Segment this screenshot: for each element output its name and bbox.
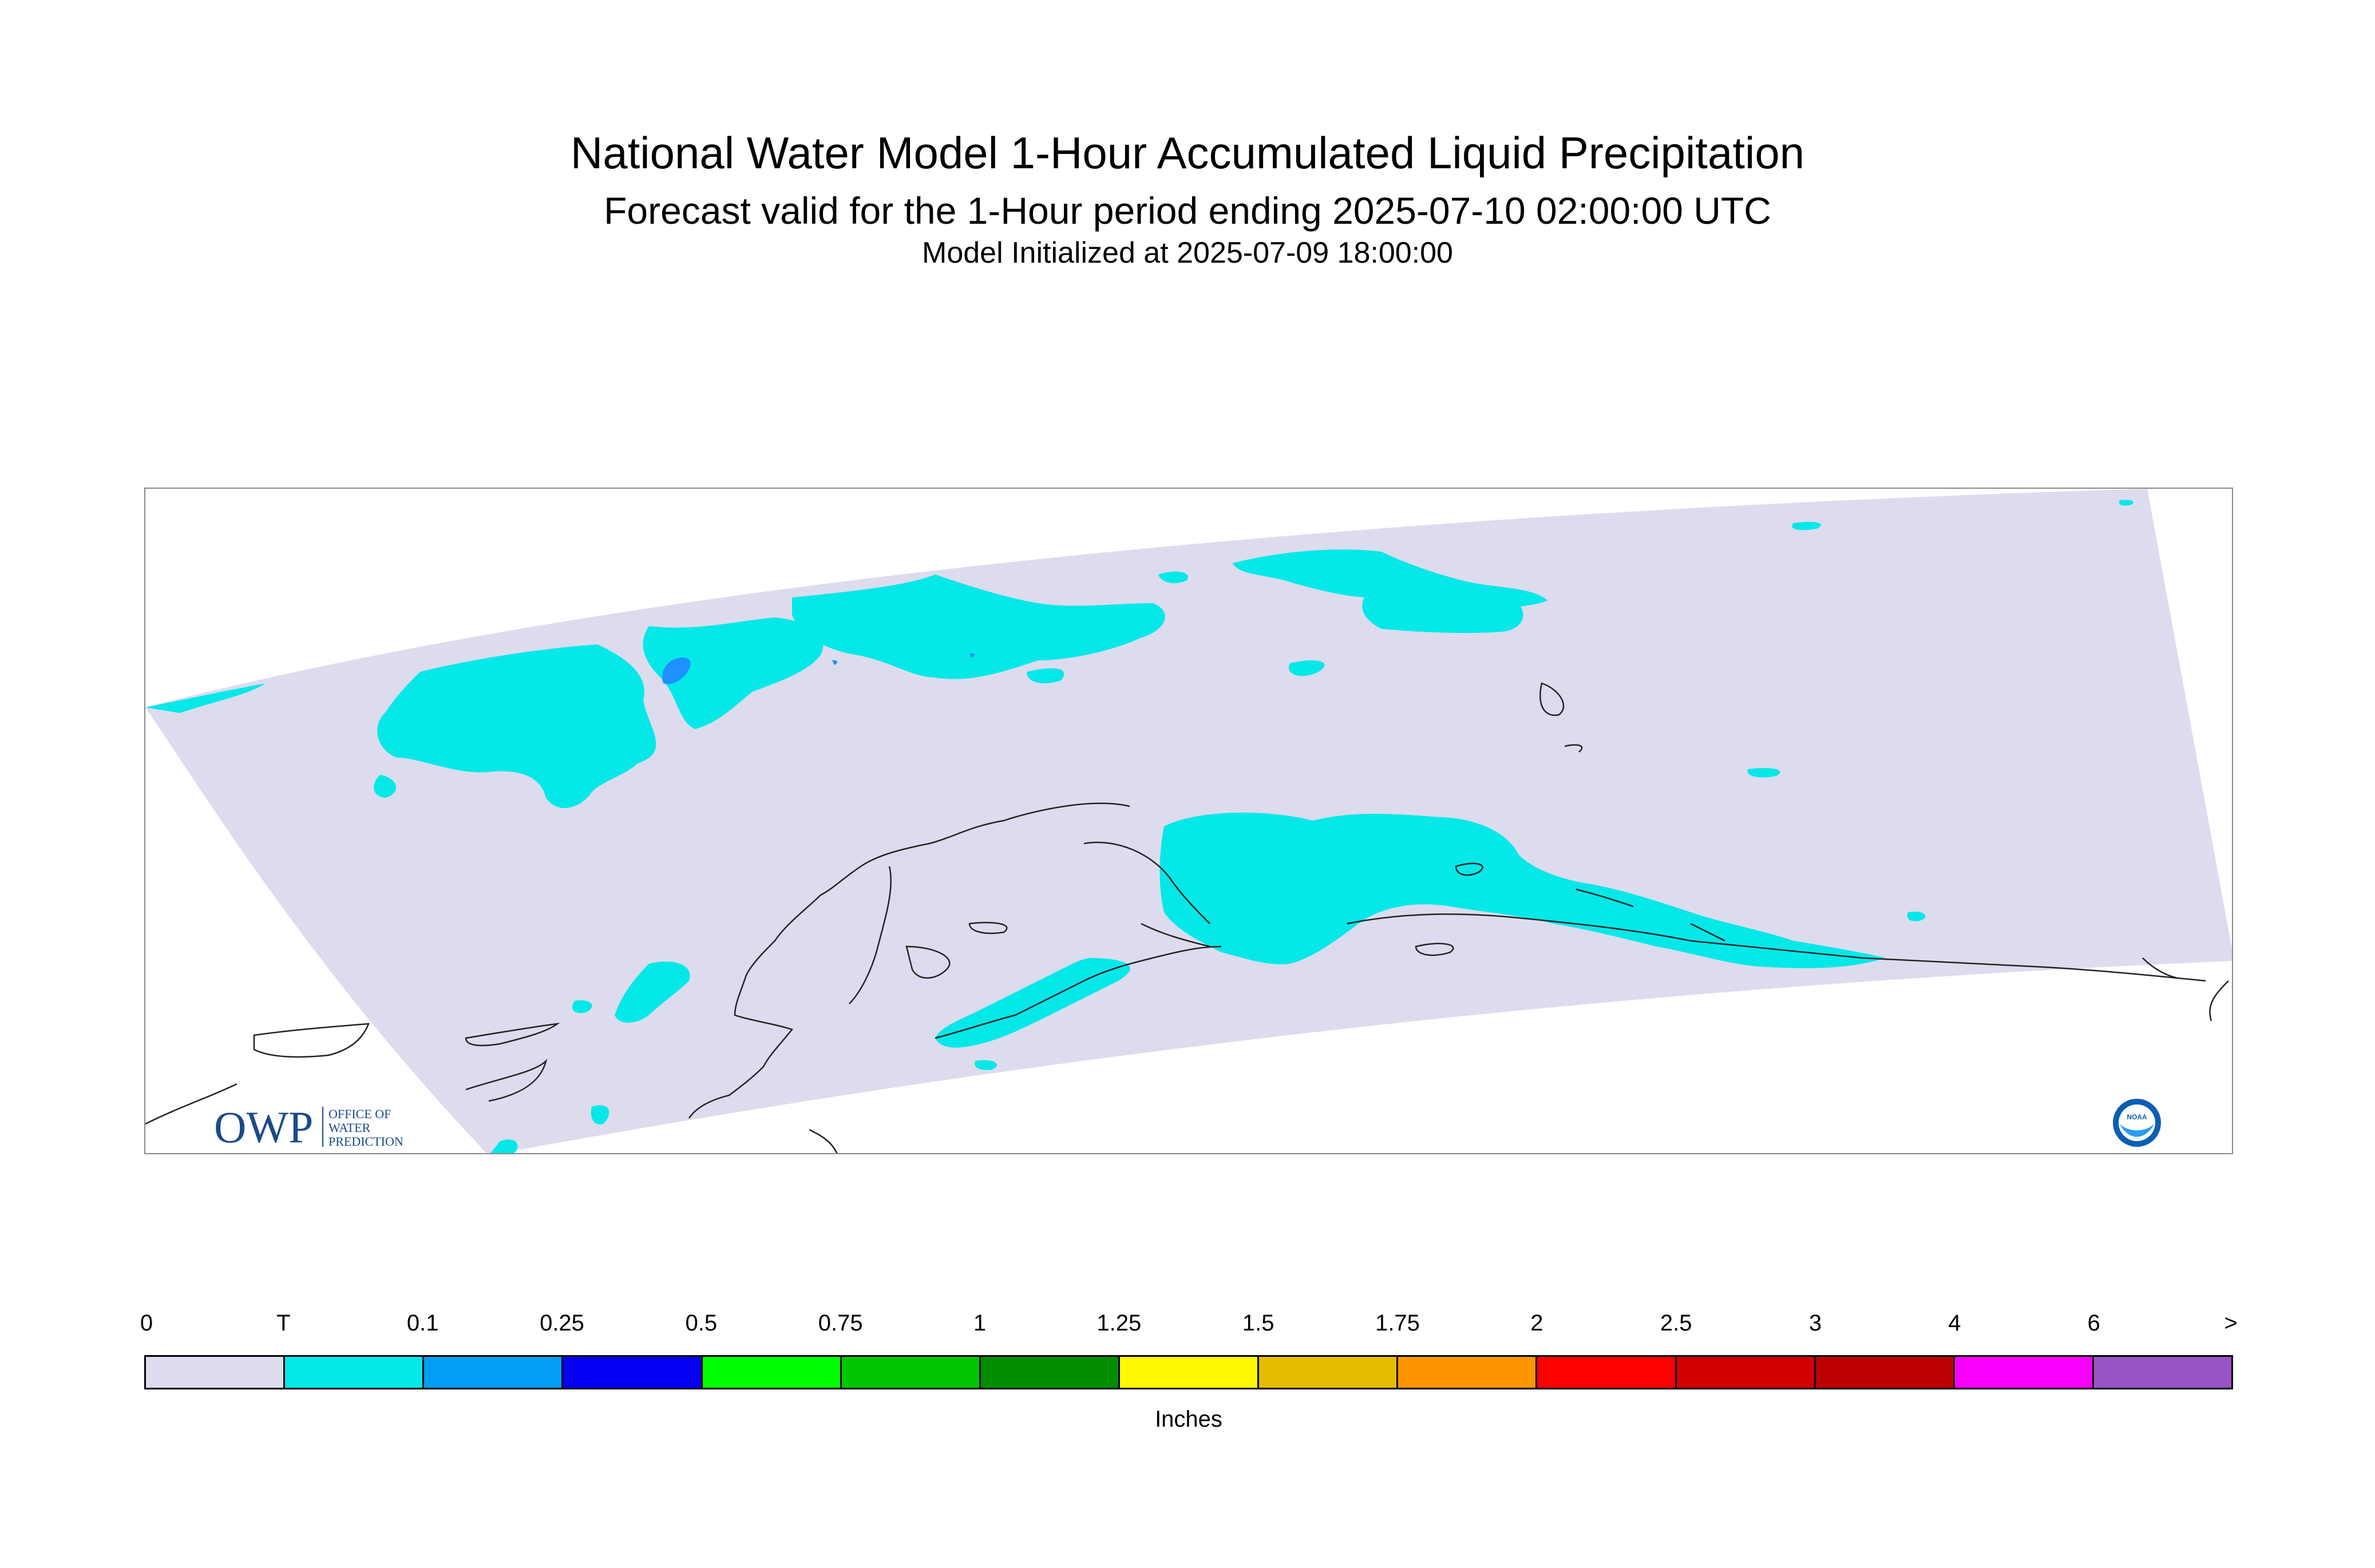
legend-swatch-0: [146, 1357, 286, 1388]
legend-swatch-10: [1537, 1357, 1677, 1388]
precip-light-areas: [662, 653, 975, 684]
legend-swatch-7: [1119, 1357, 1260, 1388]
legend-swatch-2: [424, 1357, 564, 1388]
legend-swatch-14: [2093, 1357, 2232, 1388]
map-title: National Water Model 1-Hour Accumulated …: [570, 128, 1805, 178]
legend-swatch-9: [1398, 1357, 1538, 1388]
precip-trace-areas: [145, 500, 2133, 1153]
legend-tick-8: 1.5: [1242, 1310, 1274, 1336]
legend-tick-1: T: [276, 1310, 291, 1336]
legend-tick-4: 0.5: [685, 1310, 718, 1336]
coastlines: [145, 682, 2229, 1153]
legend-tick-3: 0.25: [540, 1310, 584, 1336]
svg-text:OWP: OWP: [214, 1102, 313, 1152]
owp-logo: OWP OFFICE OF WATER PREDICTION: [214, 1102, 403, 1152]
legend-swatch-13: [1954, 1357, 2094, 1388]
legend-swatch-4: [702, 1357, 842, 1388]
legend-tick-15: >: [2224, 1310, 2238, 1336]
legend-tick-12: 3: [1808, 1310, 1822, 1336]
svg-text:WATER: WATER: [328, 1120, 371, 1135]
legend-tick-13: 4: [1948, 1310, 1961, 1336]
outside-domain-left: [145, 707, 487, 1153]
legend-swatch-3: [563, 1357, 703, 1388]
legend-swatch-12: [1815, 1357, 1955, 1388]
precipitation-map: OWP OFFICE OF WATER PREDICTION NOAA: [145, 489, 2232, 1153]
model-init-subtitle: Model Initialized at 2025-07-09 18:00:00: [922, 236, 1453, 270]
legend-swatch-11: [1676, 1357, 1816, 1388]
noaa-logo: NOAA: [2113, 1099, 2161, 1147]
legend-tick-0: 0: [140, 1310, 153, 1336]
legend-tick-14: 6: [2087, 1310, 2100, 1336]
svg-text:NOAA: NOAA: [2127, 1113, 2147, 1121]
legend-tick-9: 1.75: [1375, 1310, 1420, 1336]
legend-tick-10: 2: [1530, 1310, 1543, 1336]
legend-units-label: Inches: [1155, 1407, 1222, 1432]
legend-swatch-1: [285, 1357, 425, 1388]
legend-tick-6: 1: [973, 1310, 987, 1336]
color-legend: 0 T 0.1 0.25 0.5 0.75 1 1.25 1.5 1.75 2 2.5 3 4 6 > Inc…: [140, 1310, 2238, 1448]
svg-text:OFFICE OF: OFFICE OF: [328, 1107, 391, 1121]
legend-swatch-5: [841, 1357, 981, 1388]
legend-tick-5: 0.75: [818, 1310, 863, 1336]
legend-swatch-6: [980, 1357, 1120, 1388]
legend-tick-2: 0.1: [406, 1310, 439, 1336]
forecast-valid-subtitle: Forecast valid for the 1-Hour period end…: [604, 189, 1771, 232]
svg-text:PREDICTION: PREDICTION: [328, 1134, 403, 1149]
legend-colorbar: [144, 1355, 2233, 1389]
legend-tick-11: 2.5: [1660, 1310, 1692, 1336]
legend-tick-7: 1.25: [1097, 1310, 1142, 1336]
map-panel: OWP OFFICE OF WATER PREDICTION NOAA: [144, 488, 2233, 1154]
legend-swatch-8: [1259, 1357, 1399, 1388]
